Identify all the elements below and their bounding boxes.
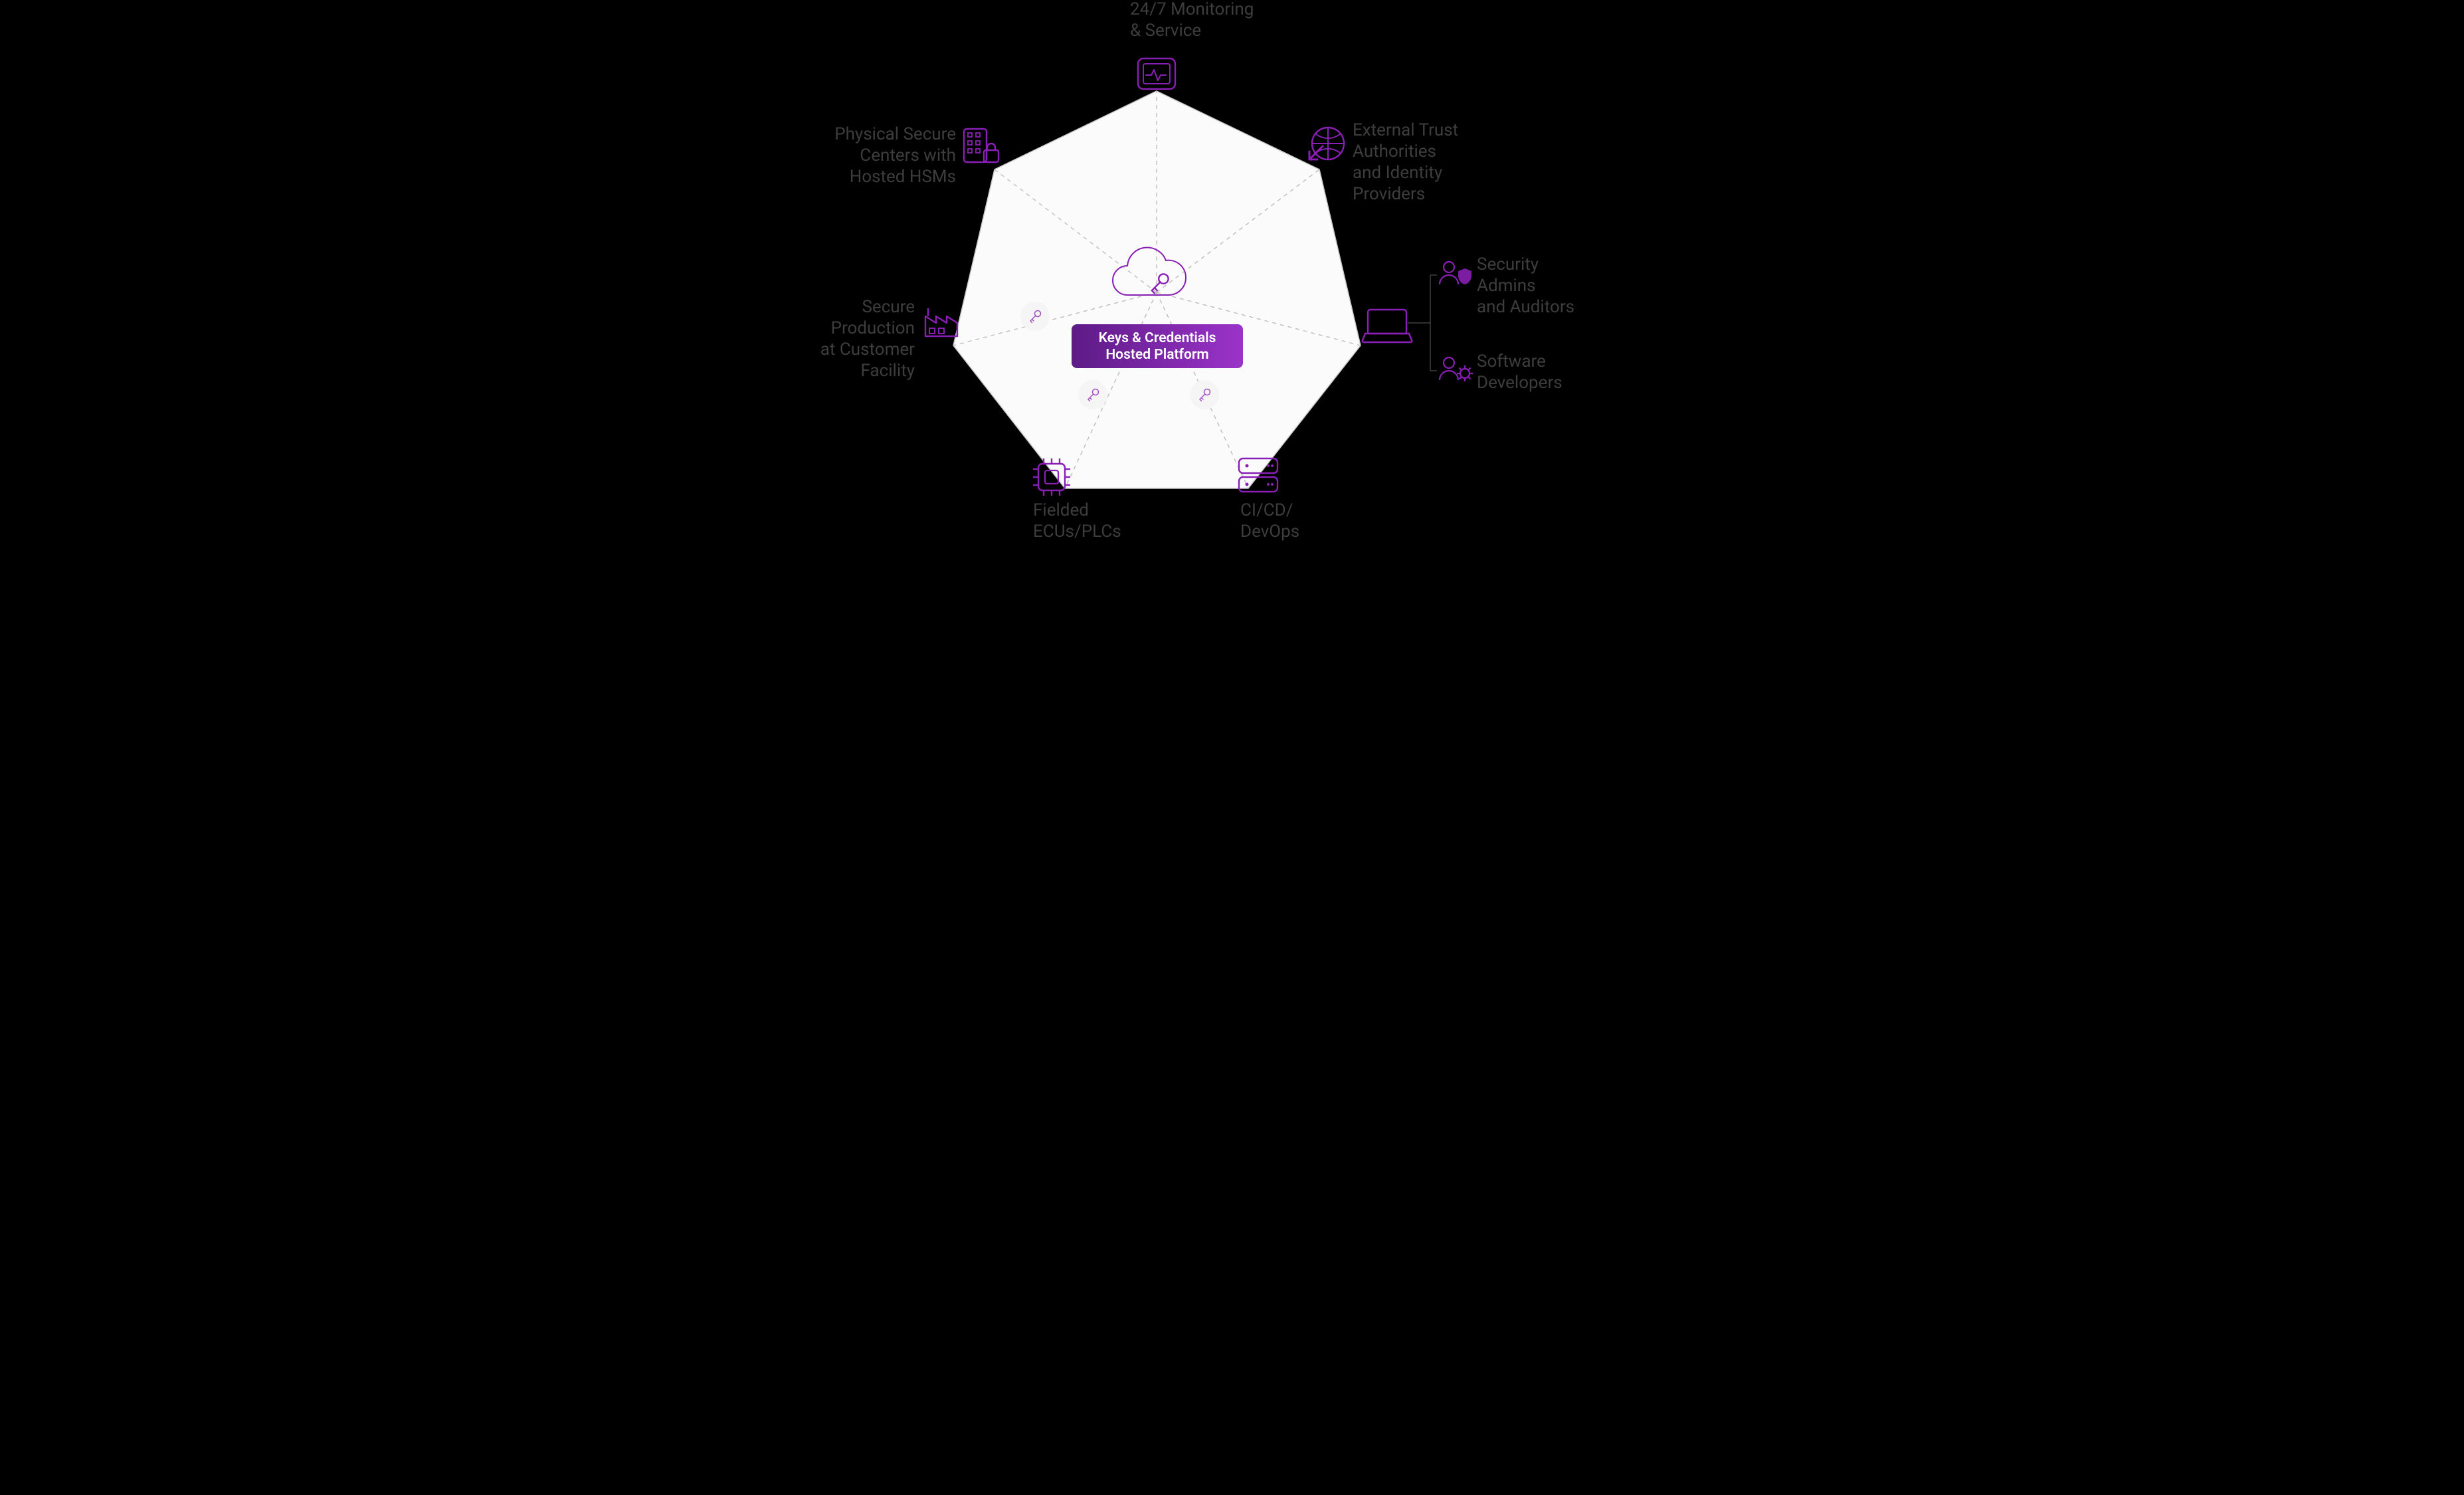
node-fielded-ecus-label-line1: ECUs/PLCs [1033,522,1121,542]
monitor-icon [1138,58,1175,89]
building-lock-icon [964,129,998,162]
globe-arrow-icon [1309,128,1344,159]
node-cicd-label-line1: DevOps [1240,522,1299,542]
node-laptop-sub1-label-line1: Developers [1477,373,1563,393]
node-physical-secure-label-line0: Physical Secure [834,124,956,144]
node-laptop: SecurityAdminsand Auditors SoftwareDevelo… [1362,254,1574,393]
node-laptop-sub1-label-line0: Software [1477,351,1546,371]
user-shield-icon [1440,262,1471,284]
node-secure-production-label-line2: at Customer [820,340,914,359]
node-secure-production-label-line0: Secure [862,297,915,317]
node-monitoring: 24/7 Monitoring & Service [1130,0,1254,89]
laptop-icon [1362,310,1412,342]
node-monitoring-label-line1: & Service [1130,21,1201,41]
diagram-stage: Keys & Credentials Hosted Platform 24/7 … [739,0,1725,583]
node-external-trust-label-line2: and Identity [1353,163,1442,183]
node-physical-secure: Physical Secure Centers with Hosted HSMs [834,124,998,187]
node-laptop-sub0-label-line2: and Auditors [1477,297,1574,317]
node-cicd-label-line0: CI/CD/ [1240,500,1293,520]
node-laptop-sub0-label-line1: Admins [1477,276,1536,296]
node-secure-production: SecureProduction at Customer Facility [820,297,957,381]
center-badge-line2: Hosted Platform [1105,347,1208,363]
node-external-trust: External Trust Authorities and IdentityPro… [1309,120,1458,204]
heptagon-diagram: Keys & Credentials Hosted Platform 24/7 … [739,0,1725,583]
user-gear-icon [1440,357,1473,381]
laptop-bracket [1408,275,1437,371]
node-secure-production-label-line1: Production [830,318,914,338]
node-external-trust-label-line0: External Trust [1353,120,1458,140]
center-badge: Keys & Credentials Hosted Platform [1072,324,1243,368]
center-badge-line1: Keys & Credentials [1098,330,1216,346]
node-secure-production-label-line3: Facility [860,361,914,381]
node-fielded-ecus-label-line0: Fielded [1033,500,1089,520]
node-external-trust-label-line1: Authorities [1353,142,1436,161]
node-laptop-sub0-label-line0: Security [1477,254,1539,274]
node-physical-secure-label-line1: Centers with [860,146,956,165]
node-external-trust-label-line3: Providers [1353,184,1425,204]
node-monitoring-label-line0: 24/7 Monitoring [1130,0,1254,19]
factory-icon [925,308,957,336]
node-physical-secure-label-line2: Hosted HSMs [849,167,955,187]
